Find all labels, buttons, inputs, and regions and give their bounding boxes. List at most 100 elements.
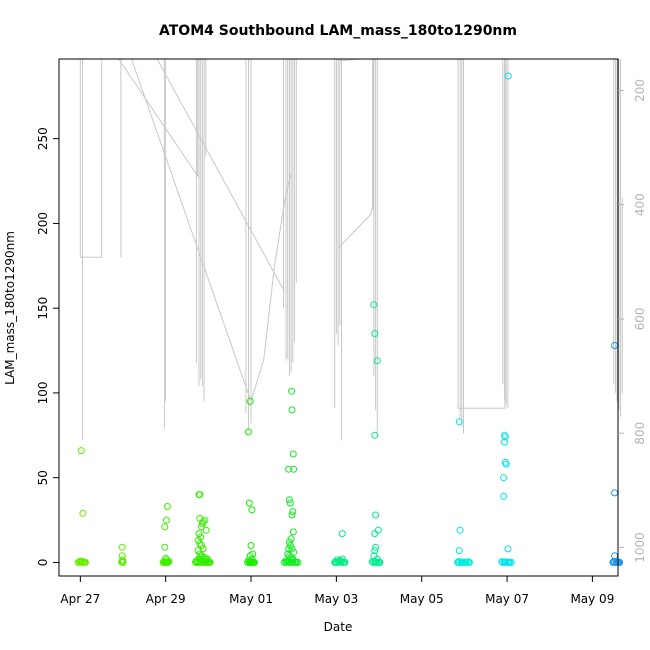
data-point	[374, 526, 382, 534]
right-y-tick-label: 600	[633, 307, 647, 330]
data-point	[198, 520, 206, 527]
data-point	[371, 431, 379, 439]
data-point	[244, 558, 252, 566]
data-point	[119, 558, 127, 566]
data-point	[498, 558, 506, 566]
right-y-tick-label: 1000	[633, 532, 647, 563]
data-point	[198, 542, 205, 549]
data-point	[198, 556, 206, 564]
overlay-lines	[79, 58, 623, 441]
data-point	[163, 516, 170, 524]
data-point	[77, 447, 85, 455]
data-point	[501, 433, 509, 441]
data-point	[371, 330, 379, 338]
data-point	[288, 545, 296, 553]
data-point	[163, 503, 171, 510]
data-point	[245, 428, 252, 436]
right-y-axis: 200 400 600 800 1000	[618, 79, 647, 563]
data-point	[288, 511, 296, 519]
data-point	[290, 465, 298, 473]
y-tick-label: 50	[36, 470, 50, 485]
data-point	[198, 523, 205, 531]
data-point	[289, 450, 297, 458]
data-point	[375, 558, 383, 566]
data-point	[337, 557, 345, 565]
data-point	[79, 509, 87, 517]
overlay-line-6	[118, 58, 199, 178]
y-axis: 0 50 100 150 200 250	[36, 127, 59, 566]
data-point	[245, 499, 253, 507]
y-tick-label: 100	[36, 381, 50, 404]
data-point	[118, 557, 126, 565]
data-point	[461, 558, 469, 566]
data-point	[285, 496, 293, 504]
x-tick-label: Apr 27	[60, 592, 100, 606]
data-point	[372, 558, 380, 566]
overlay-line-0	[79, 59, 103, 258]
data-point	[118, 543, 126, 551]
right-y-tick-label: 400	[633, 193, 647, 216]
data-point	[195, 530, 203, 538]
overlay-line-7	[131, 58, 292, 404]
x-tick-label: May 03	[314, 592, 358, 606]
data-point	[285, 465, 293, 473]
data-point	[611, 489, 619, 497]
data-point	[504, 545, 512, 553]
y-axis-label: LAM_mass_180to1290nm	[3, 231, 17, 385]
data-point	[194, 547, 202, 555]
data-point	[340, 558, 348, 566]
data-point	[454, 558, 462, 566]
data-point	[246, 397, 254, 405]
overlay-line-31	[336, 59, 374, 250]
data-point	[373, 357, 381, 365]
x-tick-label: May 01	[229, 592, 273, 606]
data-point	[505, 558, 513, 566]
data-point	[196, 491, 204, 499]
data-point	[196, 540, 204, 548]
data-point	[288, 556, 296, 564]
x-tick-label: May 05	[400, 592, 444, 606]
data-point	[501, 558, 509, 566]
data-point	[500, 492, 508, 500]
x-axis: Apr 27 Apr 29 May 01 May 03 May 05 May 07 May …	[60, 575, 614, 606]
x-tick-label: Apr 29	[146, 592, 186, 606]
data-point	[194, 536, 202, 544]
data-point	[291, 558, 299, 566]
data-point	[332, 558, 339, 566]
x-tick-label: May 09	[570, 592, 614, 606]
data-point	[247, 542, 255, 549]
y-tick-label: 250	[36, 127, 50, 150]
data-point	[333, 556, 341, 564]
data-point	[615, 558, 623, 566]
x-axis-label: Date	[324, 620, 353, 634]
data-point	[455, 418, 463, 426]
data-point	[456, 526, 464, 534]
data-point	[285, 557, 293, 565]
data-points	[74, 72, 624, 566]
data-point	[285, 538, 293, 546]
data-point	[285, 545, 293, 553]
data-point	[161, 543, 169, 551]
right-y-tick-label: 800	[633, 422, 647, 445]
data-point	[500, 474, 508, 482]
data-point	[501, 438, 508, 446]
data-point	[371, 547, 379, 555]
data-point	[289, 508, 297, 516]
data-point	[288, 406, 296, 414]
data-point	[202, 526, 210, 534]
data-point	[465, 558, 473, 566]
y-tick-label: 150	[36, 297, 50, 320]
y-tick-label: 0	[36, 559, 50, 567]
data-point	[289, 528, 297, 536]
data-point	[611, 552, 619, 560]
data-point	[371, 530, 379, 538]
data-point	[286, 542, 294, 549]
data-point	[504, 72, 512, 80]
data-point	[458, 558, 466, 566]
data-point	[286, 499, 294, 507]
overlay-line-37	[457, 59, 506, 409]
x-tick-label: May 07	[485, 592, 529, 606]
data-point	[163, 558, 171, 566]
data-point	[455, 547, 463, 555]
data-point	[370, 301, 378, 309]
